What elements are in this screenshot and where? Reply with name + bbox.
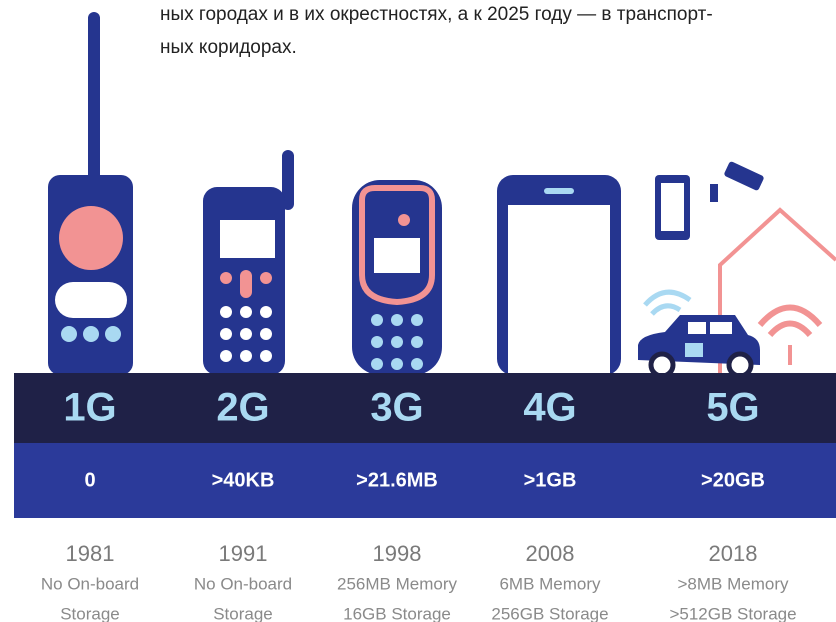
year: 1981 <box>66 541 115 566</box>
texts: ных городах и в их окрестностях, а к 202… <box>41 4 797 622</box>
screen <box>508 205 610 375</box>
data-label: >1GB <box>524 469 577 491</box>
phone-3g <box>352 180 442 375</box>
antenna <box>88 12 100 187</box>
generation-label: 4G <box>523 386 576 430</box>
screen <box>374 238 420 273</box>
year: 2008 <box>526 541 575 566</box>
generation-band <box>14 373 836 443</box>
screen <box>55 282 127 318</box>
generation-label: 5G <box>706 386 759 430</box>
illustrations <box>48 12 836 379</box>
intro-line: ных коридорах. <box>160 37 297 58</box>
spec-line: 16GB Storage <box>343 604 451 622</box>
spec-line: >8MB Memory <box>678 574 789 593</box>
data-band <box>14 443 836 518</box>
data-label: >40KB <box>212 469 275 491</box>
year: 1991 <box>219 541 268 566</box>
spec-line: 256GB Storage <box>491 604 608 622</box>
spec-line: No On-board <box>194 574 292 593</box>
generation-label: 2G <box>216 386 269 430</box>
generation-label: 1G <box>63 386 116 430</box>
data-label: 0 <box>84 469 95 491</box>
phone-1g <box>48 175 133 375</box>
intro-line: ных городах и в их окрестностях, а к 202… <box>160 4 713 25</box>
data-label: >20GB <box>701 469 765 491</box>
spec-line: 6MB Memory <box>499 574 601 593</box>
spec-line: 256MB Memory <box>337 574 457 593</box>
year: 1998 <box>373 541 422 566</box>
screen <box>220 220 275 258</box>
spec-line: Storage <box>213 604 273 622</box>
spec-line: >512GB Storage <box>669 604 796 622</box>
spec-line: Storage <box>60 604 120 622</box>
speaker <box>59 206 123 270</box>
data-label: >21.6MB <box>356 469 438 491</box>
antenna <box>282 150 294 210</box>
generation-label: 3G <box>370 386 423 430</box>
spec-line: No On-board <box>41 574 139 593</box>
year: 2018 <box>709 541 758 566</box>
